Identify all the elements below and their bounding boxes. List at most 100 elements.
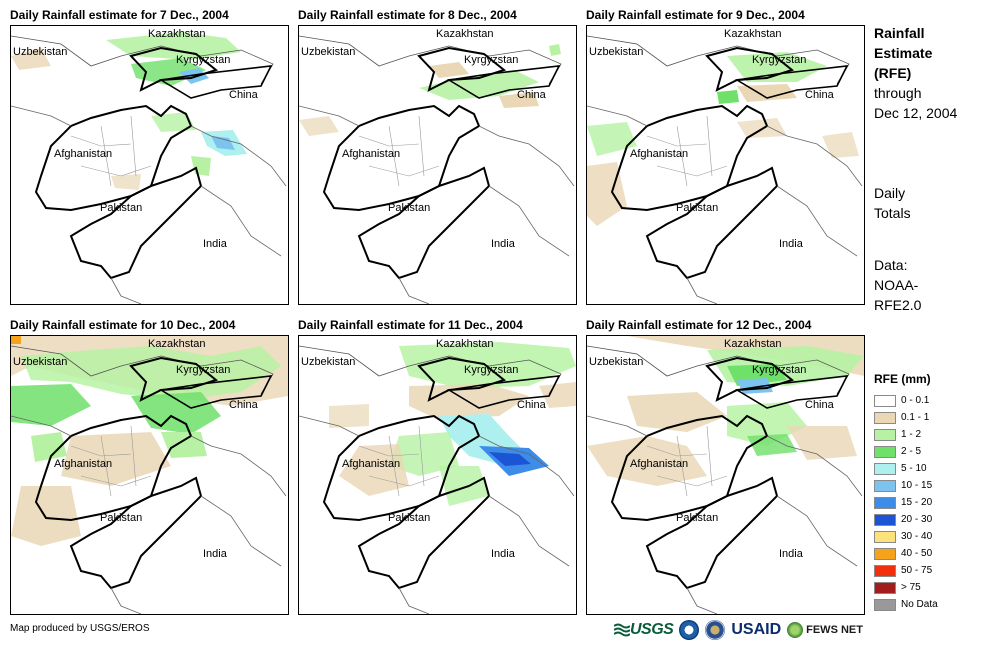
legend-swatch bbox=[874, 513, 896, 526]
map-label-kazakhstan: Kazakhstan bbox=[436, 28, 494, 40]
map-label-pakistan: Pakistan bbox=[100, 202, 143, 214]
panel-title: Daily Rainfall estimate for 12 Dec., 200… bbox=[586, 318, 812, 332]
map-label-afghanistan: Afghanistan bbox=[54, 458, 113, 470]
usgs-wordmark: USGS bbox=[630, 621, 674, 638]
legend-swatch bbox=[874, 445, 896, 458]
rainfall-overlay bbox=[11, 32, 247, 190]
country-borders bbox=[587, 345, 863, 614]
sidebar-data-source2: RFE2.0 bbox=[874, 297, 922, 313]
map-label-india: India bbox=[779, 238, 803, 250]
panel-title: Daily Rainfall estimate for 9 Dec., 2004 bbox=[586, 8, 805, 22]
legend-swatch bbox=[874, 530, 896, 543]
legend-item: > 75 bbox=[874, 579, 938, 596]
map-canvas bbox=[299, 35, 575, 304]
rainfall-overlay bbox=[11, 336, 288, 546]
legend-item: 0 - 0.1 bbox=[874, 392, 938, 409]
legend-swatch bbox=[874, 496, 896, 509]
sidebar-title-line3: (RFE) bbox=[874, 65, 912, 81]
legend-label: > 75 bbox=[901, 582, 921, 593]
legend-item: 5 - 10 bbox=[874, 460, 938, 477]
legend-item: 30 - 40 bbox=[874, 528, 938, 545]
country-borders bbox=[299, 345, 575, 614]
fews-net-logo: FEWS NET bbox=[787, 622, 863, 638]
legend-item: 10 - 15 bbox=[874, 477, 938, 494]
legend-items: 0 - 0.1 0.1 - 1 1 - 2 2 - 5 5 - 10 10 - 15 15 … bbox=[874, 392, 938, 613]
rainfall-map bbox=[298, 335, 577, 615]
map-label-india: India bbox=[203, 548, 227, 560]
map-label-uzbekistan: Uzbekistan bbox=[589, 46, 644, 58]
sidebar-data-source1: NOAA- bbox=[874, 277, 919, 293]
panel-title: Daily Rainfall estimate for 11 Dec., 200… bbox=[298, 318, 523, 332]
map-label-china: China bbox=[229, 89, 258, 101]
map-label-india: India bbox=[491, 548, 515, 560]
state-dept-seal-icon bbox=[705, 620, 726, 640]
sidebar-title-block: Rainfall Estimate (RFE) through Dec 12, … bbox=[874, 23, 957, 123]
map-label-kazakhstan: Kazakhstan bbox=[148, 338, 206, 350]
map-credit: Map produced by USGS/EROS bbox=[10, 623, 150, 634]
map-label-kazakhstan: Kazakhstan bbox=[148, 28, 206, 40]
map-label-afghanistan: Afghanistan bbox=[630, 148, 689, 160]
legend-label: 40 - 50 bbox=[901, 548, 933, 559]
sidebar-daily: Daily bbox=[874, 185, 906, 201]
map-label-kyrgyzstan: Kyrgyzstan bbox=[464, 54, 519, 66]
rainfall-overlay bbox=[587, 52, 859, 226]
map-label-kyrgyzstan: Kyrgyzstan bbox=[464, 364, 519, 376]
legend-label: No Data bbox=[901, 599, 938, 610]
map-label-kyrgyzstan: Kyrgyzstan bbox=[752, 54, 807, 66]
map-label-afghanistan: Afghanistan bbox=[342, 458, 401, 470]
legend-title: RFE (mm) bbox=[874, 372, 931, 386]
legend-item: 2 - 5 bbox=[874, 443, 938, 460]
legend-label: 10 - 15 bbox=[901, 480, 933, 491]
rfe-legend: RFE (mm) 0 - 0.1 0.1 - 1 1 - 2 2 - 5 5 - 10 1… bbox=[874, 372, 938, 613]
legend-label: 15 - 20 bbox=[901, 497, 933, 508]
usgs-logo: USGS bbox=[614, 621, 674, 639]
country-borders bbox=[11, 35, 287, 304]
map-label-china: China bbox=[517, 89, 546, 101]
map-label-pakistan: Pakistan bbox=[100, 512, 143, 524]
map-label-kazakhstan: Kazakhstan bbox=[436, 338, 494, 350]
map-label-uzbekistan: Uzbekistan bbox=[301, 356, 356, 368]
legend-label: 1 - 2 bbox=[901, 429, 922, 440]
map-label-kyrgyzstan: Kyrgyzstan bbox=[176, 364, 231, 376]
rainfall-map bbox=[586, 25, 865, 305]
sidebar-data-label: Data: bbox=[874, 257, 908, 273]
legend-label: 30 - 40 bbox=[901, 531, 933, 542]
legend-item: 50 - 75 bbox=[874, 562, 938, 579]
map-label-china: China bbox=[229, 399, 258, 411]
legend-item: 1 - 2 bbox=[874, 426, 938, 443]
fews-net-wordmark: FEWS NET bbox=[806, 624, 863, 636]
legend-swatch bbox=[874, 394, 896, 407]
usgs-waves-icon bbox=[614, 623, 630, 637]
globe-icon bbox=[787, 622, 804, 638]
legend-label: 50 - 75 bbox=[901, 565, 933, 576]
map-label-kazakhstan: Kazakhstan bbox=[724, 338, 782, 350]
map-label-kyrgyzstan: Kyrgyzstan bbox=[176, 54, 231, 66]
legend-item: 15 - 20 bbox=[874, 494, 938, 511]
rainfall-map bbox=[10, 335, 289, 615]
legend-swatch bbox=[874, 479, 896, 492]
map-label-china: China bbox=[805, 399, 834, 411]
country-borders bbox=[587, 35, 863, 304]
map-canvas bbox=[11, 32, 287, 304]
legend-item: 20 - 30 bbox=[874, 511, 938, 528]
map-label-uzbekistan: Uzbekistan bbox=[13, 356, 68, 368]
sidebar-date: Dec 12, 2004 bbox=[874, 105, 958, 121]
legend-label: 0 - 0.1 bbox=[901, 395, 930, 406]
map-label-pakistan: Pakistan bbox=[676, 512, 719, 524]
legend-label: 0.1 - 1 bbox=[901, 412, 930, 423]
rainfall-map bbox=[298, 25, 577, 305]
legend-label: 5 - 10 bbox=[901, 463, 927, 474]
map-label-india: India bbox=[203, 238, 227, 250]
map-label-afghanistan: Afghanistan bbox=[54, 148, 113, 160]
legend-item: No Data bbox=[874, 596, 938, 613]
map-label-uzbekistan: Uzbekistan bbox=[589, 356, 644, 368]
sidebar-data-block: Data: NOAA- RFE2.0 bbox=[874, 255, 921, 315]
panel-title: Daily Rainfall estimate for 10 Dec., 200… bbox=[10, 318, 236, 332]
legend-swatch bbox=[874, 411, 896, 424]
sidebar-daily-block: Daily Totals bbox=[874, 183, 911, 223]
panel-title: Daily Rainfall estimate for 7 Dec., 2004 bbox=[10, 8, 229, 22]
legend-item: 0.1 - 1 bbox=[874, 409, 938, 426]
legend-swatch bbox=[874, 581, 896, 594]
map-canvas bbox=[299, 342, 576, 614]
rainfall-overlay bbox=[299, 44, 561, 136]
